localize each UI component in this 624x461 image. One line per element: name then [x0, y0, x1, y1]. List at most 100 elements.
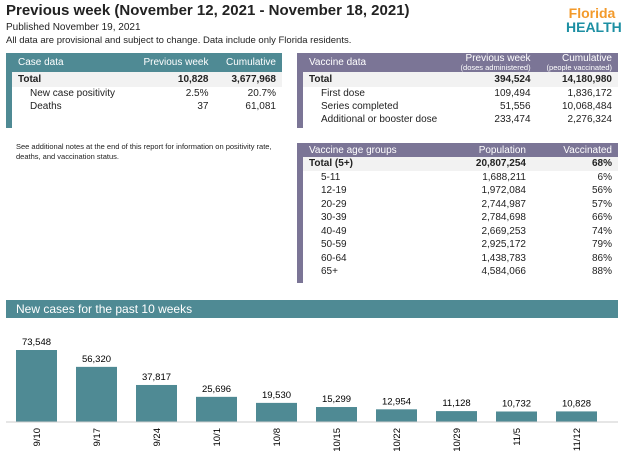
table-cell: 20-29: [321, 198, 347, 210]
table-cell: 10,828: [130, 72, 215, 87]
table-row: 50-59 2,925,172 79%: [303, 238, 618, 252]
col-header: Case data: [12, 53, 131, 72]
table-cell: 10,068,484: [561, 101, 612, 113]
x-tick-label: 10/22: [392, 428, 403, 452]
table-cell: Total: [303, 72, 451, 88]
table-row: 60-64 1,438,783 86%: [303, 252, 618, 266]
table-cell: 20,807,254: [444, 157, 532, 171]
x-tick-label: 11/12: [572, 428, 583, 451]
table-cell: 2,784,698: [481, 212, 526, 224]
table-cell: Deaths: [30, 101, 62, 112]
table-cell: 50-59: [321, 239, 347, 251]
table-row: 5-11 1,688,211 6%: [303, 171, 618, 185]
x-tick-label: 9/24: [152, 428, 163, 447]
x-tick-label: 10/1: [212, 428, 223, 447]
table-row: Total 394,524 14,180,980: [303, 72, 618, 88]
table-cell: 6%: [597, 171, 612, 183]
published-date: Published November 19, 2021: [6, 22, 141, 33]
table-cell: 37: [197, 101, 209, 112]
chart-title: New cases for the past 10 weeks: [6, 300, 618, 318]
table-cell: 233,474: [494, 114, 531, 126]
table-cell: 79%: [591, 239, 612, 251]
table-cell: 51,556: [499, 101, 531, 113]
page-title: Previous week (November 12, 2021 - Novem…: [6, 2, 410, 19]
data-label: 19,530: [262, 390, 291, 401]
case-data-table: Case data Previous week Cumulative Total 10…: [6, 53, 282, 128]
col-header: Cumulative (people vaccinated): [536, 53, 618, 73]
table-cell: 74%: [591, 225, 612, 237]
x-tick-label: 11/5: [512, 428, 523, 446]
new-cases-bar-chart: 73,548 9/10 56,320 9/17 37,817 9/24 25,696 10/1…: [6, 337, 618, 452]
table-cell: 2.5%: [185, 88, 209, 99]
age-groups-table: Vaccine age groups Population Vaccinated T…: [297, 143, 618, 283]
table-cell: 109,494: [494, 88, 531, 100]
table-cell: 2,925,172: [481, 239, 526, 251]
x-tick-label: 9/17: [92, 428, 103, 447]
data-label: 73,548: [22, 337, 51, 348]
table-row: 12-19 1,972,084 56%: [303, 184, 618, 198]
table-row: Additional or booster dose 233,474 2,276,3…: [303, 113, 618, 126]
table-cell: 4,584,066: [481, 266, 526, 278]
table-cell: New case positivity: [30, 88, 116, 99]
vaccine-data-table: Vaccine data Previous week (doses administ…: [297, 53, 618, 128]
table-cell: 65+: [321, 266, 338, 278]
table-cell: 88%: [591, 266, 612, 278]
data-label: 11,128: [442, 398, 470, 409]
table-cell: 1,438,783: [481, 252, 526, 264]
data-label: 15,299: [322, 394, 351, 405]
x-tick-label: 10/15: [332, 428, 343, 452]
table-row: 40-49 2,669,253 74%: [303, 225, 618, 239]
col-header: Previous week (doses administered): [450, 53, 537, 73]
table-cell: 14,180,980: [536, 72, 618, 88]
table-row: First dose 109,494 1,836,172: [303, 87, 618, 100]
table-cell: Total (5+): [303, 157, 445, 171]
table-cell: 68%: [531, 157, 618, 171]
data-label: 25,696: [202, 384, 231, 395]
table-cell: 56%: [591, 185, 612, 197]
data-label: 37,817: [142, 372, 171, 383]
data-label: 10,732: [502, 398, 531, 409]
table-row: Deaths 37 61,081: [12, 100, 282, 113]
x-tick-label: 10/29: [452, 428, 463, 452]
table-cell: 394,524: [450, 72, 537, 88]
col-header: Cumulative: [214, 53, 282, 72]
table-cell: Additional or booster dose: [321, 114, 438, 126]
table-cell: 2,669,253: [481, 225, 526, 237]
bar: [196, 396, 237, 422]
table-cell: Total: [12, 72, 131, 87]
x-tick-label: 10/8: [272, 428, 283, 447]
bar: [436, 411, 477, 422]
table-cell: 61,081: [245, 101, 276, 112]
table-cell: Series completed: [321, 101, 399, 113]
table-cell: 57%: [591, 198, 612, 210]
side-note: See additional notes at the end of this …: [16, 142, 272, 162]
table-cell: 40-49: [321, 225, 347, 237]
col-header: Population: [444, 143, 532, 157]
col-header: Vaccinated: [531, 143, 618, 157]
data-label: 56,320: [82, 354, 111, 365]
table-cell: 20.7%: [247, 88, 276, 99]
table-row: 65+ 4,584,066 88%: [303, 265, 618, 279]
data-label: 10,828: [562, 398, 591, 409]
table-cell: 2,276,324: [567, 114, 613, 126]
table-cell: First dose: [321, 88, 365, 100]
table-cell: 2,744,987: [481, 198, 526, 210]
table-cell: 86%: [591, 252, 612, 264]
table-cell: 30-39: [321, 212, 347, 224]
table-row: Total 10,828 3,677,968: [12, 72, 282, 87]
table-cell: 1,972,084: [481, 185, 526, 197]
table-cell: 66%: [591, 212, 612, 224]
table-row: Series completed 51,556 10,068,484: [303, 100, 618, 113]
col-header: Vaccine data: [303, 53, 451, 73]
bar: [256, 402, 297, 422]
data-note: All data are provisional and subject to …: [6, 35, 352, 46]
table-row: Total (5+) 20,807,254 68%: [303, 157, 618, 171]
bar: [556, 411, 597, 422]
table-cell: 1,688,211: [482, 171, 526, 183]
table-cell: 60-64: [321, 252, 347, 264]
bar: [76, 366, 117, 422]
col-header: Previous week: [130, 53, 215, 72]
table-cell: 1,836,172: [567, 88, 613, 100]
data-label: 12,954: [382, 396, 411, 407]
table-row: 30-39 2,784,698 66%: [303, 211, 618, 225]
